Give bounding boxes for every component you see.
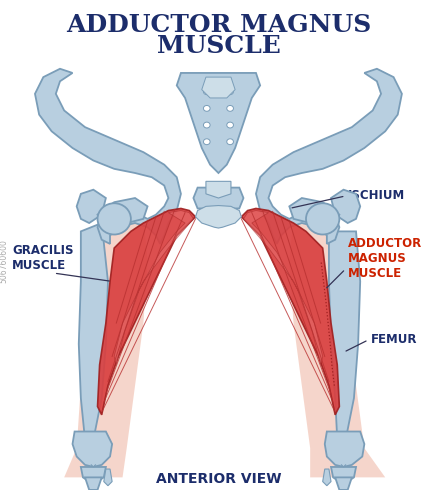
Polygon shape	[202, 77, 235, 98]
Polygon shape	[73, 432, 112, 467]
Polygon shape	[256, 69, 402, 244]
Polygon shape	[52, 219, 148, 477]
Polygon shape	[98, 198, 148, 227]
Ellipse shape	[227, 106, 233, 112]
Polygon shape	[85, 478, 102, 490]
Text: ADDUCTOR MAGNUS: ADDUCTOR MAGNUS	[66, 13, 371, 37]
Polygon shape	[177, 73, 260, 173]
Polygon shape	[290, 198, 339, 227]
Ellipse shape	[227, 139, 233, 144]
Text: ISCHIUM: ISCHIUM	[348, 190, 405, 202]
Text: MUSCLE: MUSCLE	[156, 34, 280, 58]
Ellipse shape	[227, 122, 233, 128]
Polygon shape	[81, 467, 106, 481]
Polygon shape	[241, 208, 339, 415]
Polygon shape	[325, 432, 364, 467]
Ellipse shape	[98, 203, 131, 234]
Polygon shape	[98, 208, 195, 415]
Text: FEMUR: FEMUR	[371, 334, 417, 346]
Text: 506760600: 506760600	[0, 238, 8, 282]
Polygon shape	[329, 232, 360, 440]
Ellipse shape	[306, 203, 339, 234]
Ellipse shape	[227, 89, 233, 94]
Polygon shape	[206, 182, 231, 198]
Ellipse shape	[203, 139, 210, 144]
Ellipse shape	[203, 122, 210, 128]
Polygon shape	[331, 190, 360, 223]
Polygon shape	[114, 210, 194, 365]
Text: ANTERIOR VIEW: ANTERIOR VIEW	[155, 472, 281, 486]
Ellipse shape	[203, 106, 210, 112]
Polygon shape	[104, 469, 112, 486]
Polygon shape	[244, 210, 323, 365]
Polygon shape	[79, 223, 108, 440]
Ellipse shape	[203, 89, 210, 94]
Text: ADDUCTOR
MAGNUS
MUSCLE: ADDUCTOR MAGNUS MUSCLE	[348, 237, 422, 280]
Polygon shape	[335, 478, 352, 490]
Polygon shape	[77, 190, 106, 223]
Polygon shape	[194, 188, 244, 208]
Polygon shape	[290, 219, 385, 477]
Text: GRACILIS
MUSCLE: GRACILIS MUSCLE	[12, 244, 74, 272]
Polygon shape	[323, 469, 331, 486]
Polygon shape	[35, 69, 181, 244]
Polygon shape	[331, 467, 356, 481]
Polygon shape	[195, 206, 241, 228]
